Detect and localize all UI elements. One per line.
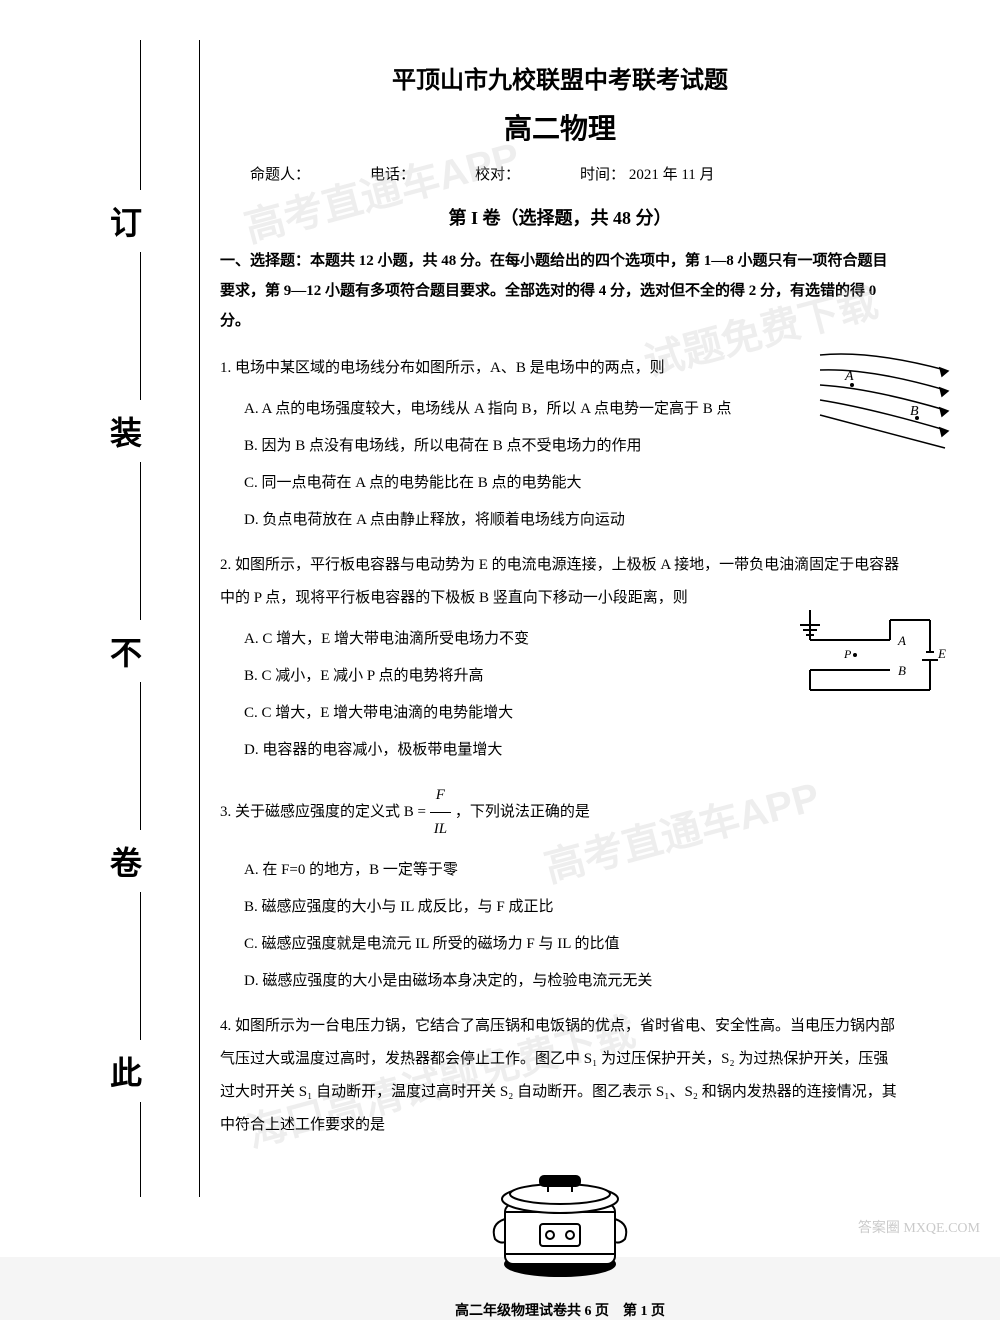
q1-optA: A. A 点的电场强度较大，电场线从 A 指向 B，所以 A 点电势一定高于 B… bbox=[220, 393, 900, 426]
author-label: 命题人： bbox=[250, 163, 310, 184]
info-line: 命题人： 电话： 校对： 时间： 2021 年 11 月 bbox=[220, 163, 900, 184]
binding-char-ding: 订 bbox=[110, 190, 142, 252]
q3-optC: C. 磁感应强度就是电流元 IL 所受的磁场力 F 与 IL 的比值 bbox=[220, 928, 900, 961]
section-title: 第 I 卷（选择题，共 48 分） bbox=[220, 204, 900, 230]
question-1: 1. 电场中某区域的电场线分布如图所示，A、B 是电场中的两点，则 A. A 点… bbox=[220, 352, 900, 537]
binding-margin: 订 装 不 卷 此 bbox=[80, 40, 200, 1197]
footer: 高二年级物理试卷共 6 页 第 1 页 bbox=[220, 1300, 900, 1320]
time-field: 时间： 2021 年 11 月 bbox=[580, 163, 714, 184]
q2-diagram: A B P E bbox=[790, 600, 950, 700]
q2-optC: C. C 增大，E 增大带电油滴的电势能增大 bbox=[220, 697, 900, 730]
q1-optC: C. 同一点电荷在 A 点的电势能比在 B 点的电势能大 bbox=[220, 467, 900, 500]
q3-optB: B. 磁感应强度的大小与 IL 成反比，与 F 成正比 bbox=[220, 891, 900, 924]
q1-text: 1. 电场中某区域的电场线分布如图所示，A、B 是电场中的两点，则 bbox=[220, 352, 900, 385]
reviewer-label: 校对： bbox=[475, 163, 520, 184]
svg-text:A: A bbox=[844, 369, 854, 384]
title-main: 平顶山市九校联盟中考联考试题 bbox=[220, 60, 900, 95]
logo-watermark: 答案圈 MXQE.COM bbox=[858, 1217, 980, 1237]
binding-char-bu: 不 bbox=[110, 620, 142, 682]
instructions: 一、选择题：本题共 12 小题，共 48 分。在每小题给出的四个选项中，第 1—… bbox=[220, 246, 900, 336]
exam-page: 订 装 不 卷 此 高考直通车APP 试题免费下载 高考直通车APP 海口高清试… bbox=[0, 0, 1000, 1257]
title-sub: 高二物理 bbox=[220, 107, 900, 147]
phone-label: 电话： bbox=[370, 163, 415, 184]
q1-optD: D. 负点电荷放在 A 点由静止释放，将顺着电场线方向运动 bbox=[220, 504, 900, 537]
q1-optB: B. 因为 B 点没有电场线，所以电荷在 B 点不受电场力的作用 bbox=[220, 430, 900, 463]
binding-char-ci: 此 bbox=[110, 1040, 142, 1102]
q1-diagram: A B bbox=[810, 340, 950, 450]
q2-optD: D. 电容器的电容减小，极板带电量增大 bbox=[220, 734, 900, 767]
question-4: 4. 如图所示为一台电压力锅，它结合了高压锅和电饭锅的优点，省时省电、安全性高。… bbox=[220, 1010, 900, 1142]
q4-text: 4. 如图所示为一台电压力锅，它结合了高压锅和电饭锅的优点，省时省电、安全性高。… bbox=[220, 1010, 900, 1142]
q3-optA: A. 在 F=0 的地方，B 一定等于零 bbox=[220, 854, 900, 887]
q2-label-E: E bbox=[937, 646, 946, 661]
q2-label-P: P bbox=[843, 647, 852, 661]
q2-label-B: B bbox=[898, 663, 906, 678]
pressure-cooker-icon bbox=[480, 1154, 640, 1284]
question-3: 3. 关于磁感应强度的定义式 B = F IL ，下列说法正确的是 A. 在 F… bbox=[220, 779, 900, 998]
binding-char-juan: 卷 bbox=[110, 830, 142, 892]
q3-optD: D. 磁感应强度的大小是由磁场本身决定的，与检验电流元无关 bbox=[220, 965, 900, 998]
q3-text: 3. 关于磁感应强度的定义式 B = F IL ，下列说法正确的是 bbox=[220, 779, 900, 846]
binding-char-zhuang: 装 bbox=[110, 400, 142, 462]
q2-label-A: A bbox=[897, 633, 906, 648]
